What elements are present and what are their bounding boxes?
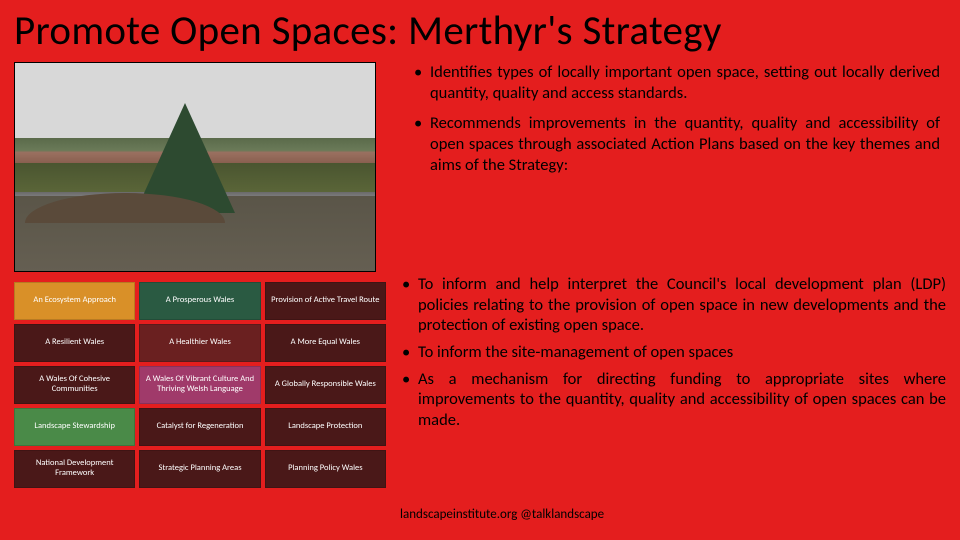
right-column: • Identifies types of locally important … xyxy=(412,62,946,272)
theme-cell: A Wales Of Vibrant Culture And Thriving … xyxy=(139,366,260,404)
bullet-item: • As a mechanism for directing funding t… xyxy=(400,369,946,431)
bullet-item: • To inform and help interpret the Counc… xyxy=(400,274,946,336)
bullet-text: To inform the site-management of open sp… xyxy=(418,342,733,363)
bullet-icon: • xyxy=(412,113,430,175)
theme-cell: A Globally Responsible Wales xyxy=(265,366,386,404)
bullet-icon: • xyxy=(400,369,418,431)
theme-cell: Landscape Stewardship xyxy=(14,408,135,446)
grid-wrapper: An Ecosystem ApproachA Prosperous WalesP… xyxy=(14,282,386,488)
theme-cell: A More Equal Wales xyxy=(265,324,386,362)
bullet-icon: • xyxy=(400,274,418,336)
theme-cell: A Wales Of Cohesive Communities xyxy=(14,366,135,404)
bullet-item: • Recommends improvements in the quantit… xyxy=(412,113,940,175)
bullet-text: Identifies types of locally important op… xyxy=(430,62,940,103)
theme-cell: National Development Framework xyxy=(14,450,135,488)
bullet-text: Recommends improvements in the quantity,… xyxy=(430,113,940,175)
themes-grid: An Ecosystem ApproachA Prosperous WalesP… xyxy=(14,282,386,488)
bullet-item: • To inform the site-management of open … xyxy=(400,342,946,363)
footer-text: landscapeinstitute.org @talklandscape xyxy=(400,507,604,522)
theme-cell: Catalyst for Regeneration xyxy=(139,408,260,446)
theme-cell: Provision of Active Travel Route xyxy=(265,282,386,320)
slide-title: Promote Open Spaces: Merthyr's Strategy xyxy=(0,0,960,58)
lower-content: An Ecosystem ApproachA Prosperous WalesP… xyxy=(14,282,946,488)
lower-bullets-wrap: • To inform and help interpret the Counc… xyxy=(400,274,946,488)
theme-cell: An Ecosystem Approach xyxy=(14,282,135,320)
theme-cell: A Prosperous Wales xyxy=(139,282,260,320)
upper-content: • Identifies types of locally important … xyxy=(0,58,960,272)
upper-bullets: • Identifies types of locally important … xyxy=(412,62,940,175)
bullet-icon: • xyxy=(412,62,430,103)
bullet-text: To inform and help interpret the Council… xyxy=(418,274,946,336)
left-column xyxy=(14,62,394,272)
theme-cell: A Healthier Wales xyxy=(139,324,260,362)
theme-cell: A Resilient Wales xyxy=(14,324,135,362)
landscape-photo xyxy=(14,62,376,272)
bullet-item: • Identifies types of locally important … xyxy=(412,62,940,103)
bullet-text: As a mechanism for directing funding to … xyxy=(418,369,946,431)
theme-cell: Landscape Protection xyxy=(265,408,386,446)
lower-bullets: • To inform and help interpret the Counc… xyxy=(400,274,946,430)
theme-cell: Planning Policy Wales xyxy=(265,450,386,488)
bullet-icon: • xyxy=(400,342,418,363)
theme-cell: Strategic Planning Areas xyxy=(139,450,260,488)
